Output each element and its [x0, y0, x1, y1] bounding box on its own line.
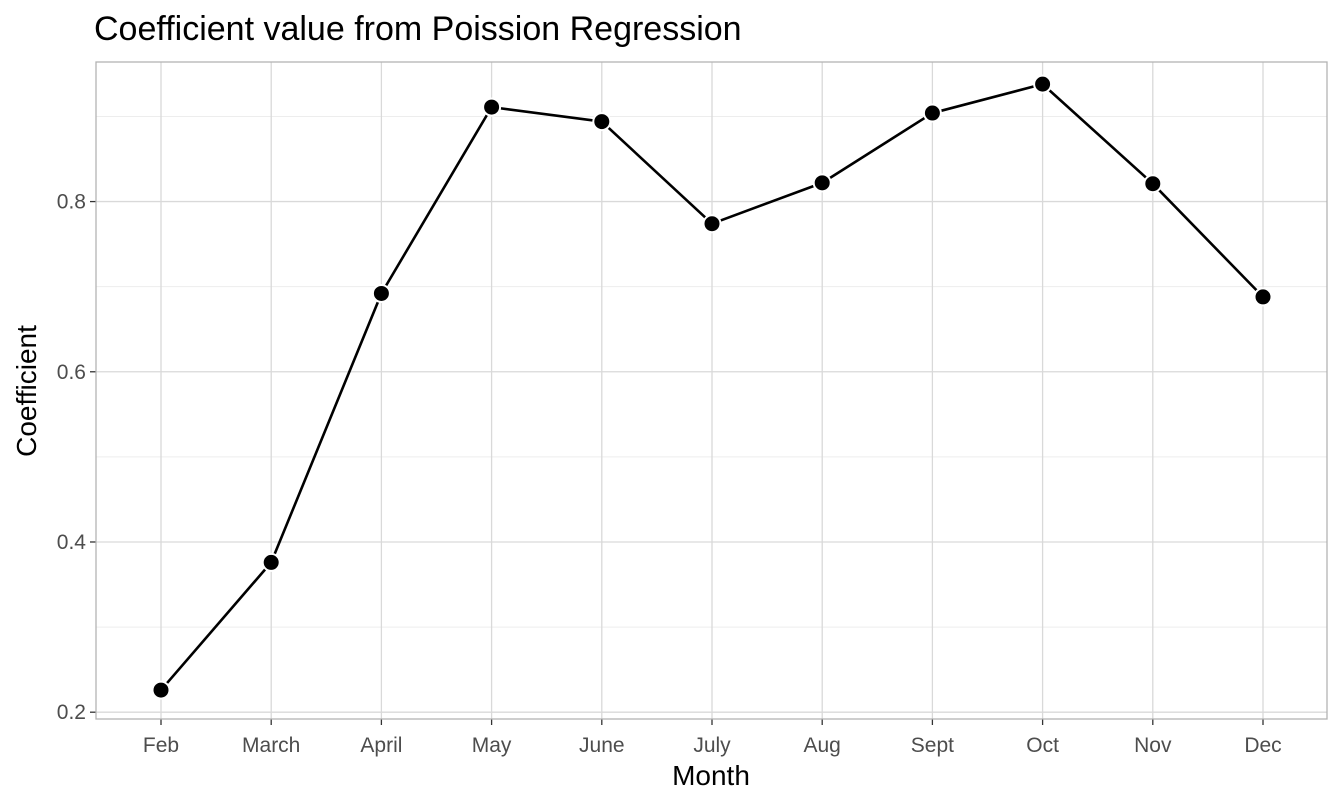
y-tick-label: 0.8 [57, 191, 86, 214]
x-tick-label: June [579, 734, 625, 757]
data-point [371, 283, 391, 303]
x-tick-labels: Feb March April May June July Aug Sept Oct Nov Dec [143, 734, 1282, 757]
data-point [1033, 74, 1053, 94]
y-tick-label: 0.4 [57, 531, 87, 554]
x-tick-label: May [472, 734, 512, 757]
point-layer [151, 74, 1273, 700]
data-point [922, 103, 942, 123]
x-tick-label: Dec [1244, 734, 1281, 757]
x-tick-label: March [242, 734, 300, 757]
grid-layer [90, 62, 1327, 725]
y-tick-label: 0.6 [57, 361, 86, 384]
chart-title: Coefficient value from Poission Regressi… [94, 10, 742, 48]
y-tick-label: 0.2 [57, 701, 86, 724]
data-point [702, 214, 722, 234]
x-axis-title: Month [672, 760, 750, 791]
data-point [261, 552, 281, 572]
x-tick-label: Nov [1134, 734, 1172, 757]
data-point [812, 173, 832, 193]
x-tick-label: July [693, 734, 731, 757]
data-point [151, 680, 171, 700]
data-point [1143, 174, 1163, 194]
x-tick-label: April [360, 734, 402, 757]
x-tick-label: Aug [804, 734, 841, 757]
y-tick-labels: 0.2 0.4 0.6 0.8 [57, 191, 87, 725]
x-tick-label: Sept [911, 734, 954, 757]
data-point [592, 112, 612, 132]
panel-border [95, 61, 1328, 720]
x-tick-label: Feb [143, 734, 179, 757]
data-point [482, 97, 502, 117]
y-axis-title: Coefficient [11, 325, 42, 457]
data-point [1253, 287, 1273, 307]
x-tick-label: Oct [1026, 734, 1059, 757]
